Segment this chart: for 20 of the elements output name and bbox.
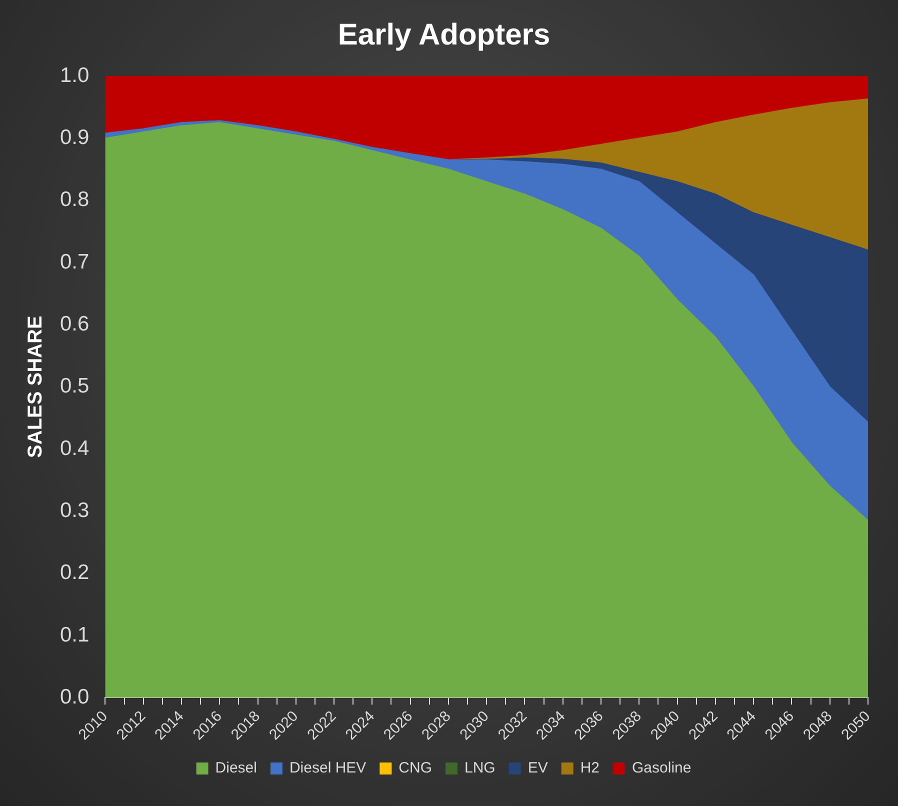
y-tick-label: 0.4	[60, 436, 90, 460]
chart-title: Early Adopters	[338, 18, 550, 52]
y-tick-label: 0.2	[60, 561, 90, 584]
legend-label: LNG	[464, 760, 496, 777]
y-tick-label: 1.0	[60, 64, 90, 87]
y-tick-label: 0.0	[60, 685, 90, 708]
y-tick-label: 0.5	[60, 374, 90, 398]
y-tick-label: 0.1	[60, 623, 90, 646]
y-axis-title: SALES SHARE	[24, 316, 47, 458]
legend-label: Diesel	[215, 760, 257, 777]
y-tick-label: 0.9	[60, 126, 90, 149]
legend-label: H2	[580, 760, 600, 777]
legend-label: Gasoline	[632, 760, 692, 777]
legend-label: CNG	[398, 760, 432, 777]
y-tick-label: 0.3	[60, 498, 90, 522]
legend-label: EV	[528, 760, 548, 777]
legend-label: Diesel HEV	[289, 760, 366, 777]
y-tick-label: 0.7	[60, 250, 90, 274]
y-tick-label: 0.8	[60, 188, 90, 212]
y-tick-label: 0.6	[60, 312, 90, 336]
